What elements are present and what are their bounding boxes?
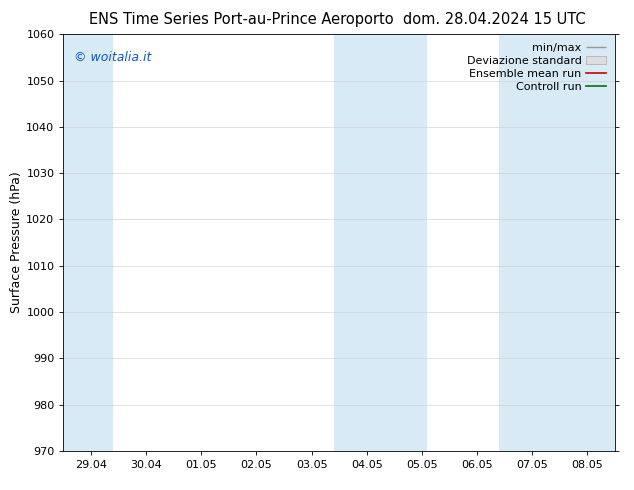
Text: dom. 28.04.2024 15 UTC: dom. 28.04.2024 15 UTC <box>403 12 586 27</box>
Text: © woitalia.it: © woitalia.it <box>74 51 152 64</box>
Y-axis label: Surface Pressure (hPa): Surface Pressure (hPa) <box>11 172 23 314</box>
Legend: min/max, Deviazione standard, Ensemble mean run, Controll run: min/max, Deviazione standard, Ensemble m… <box>463 40 609 95</box>
Bar <box>499 34 615 451</box>
Bar <box>333 34 427 451</box>
Text: ENS Time Series Port-au-Prince Aeroporto: ENS Time Series Port-au-Prince Aeroporto <box>89 12 393 27</box>
Bar <box>63 34 113 451</box>
